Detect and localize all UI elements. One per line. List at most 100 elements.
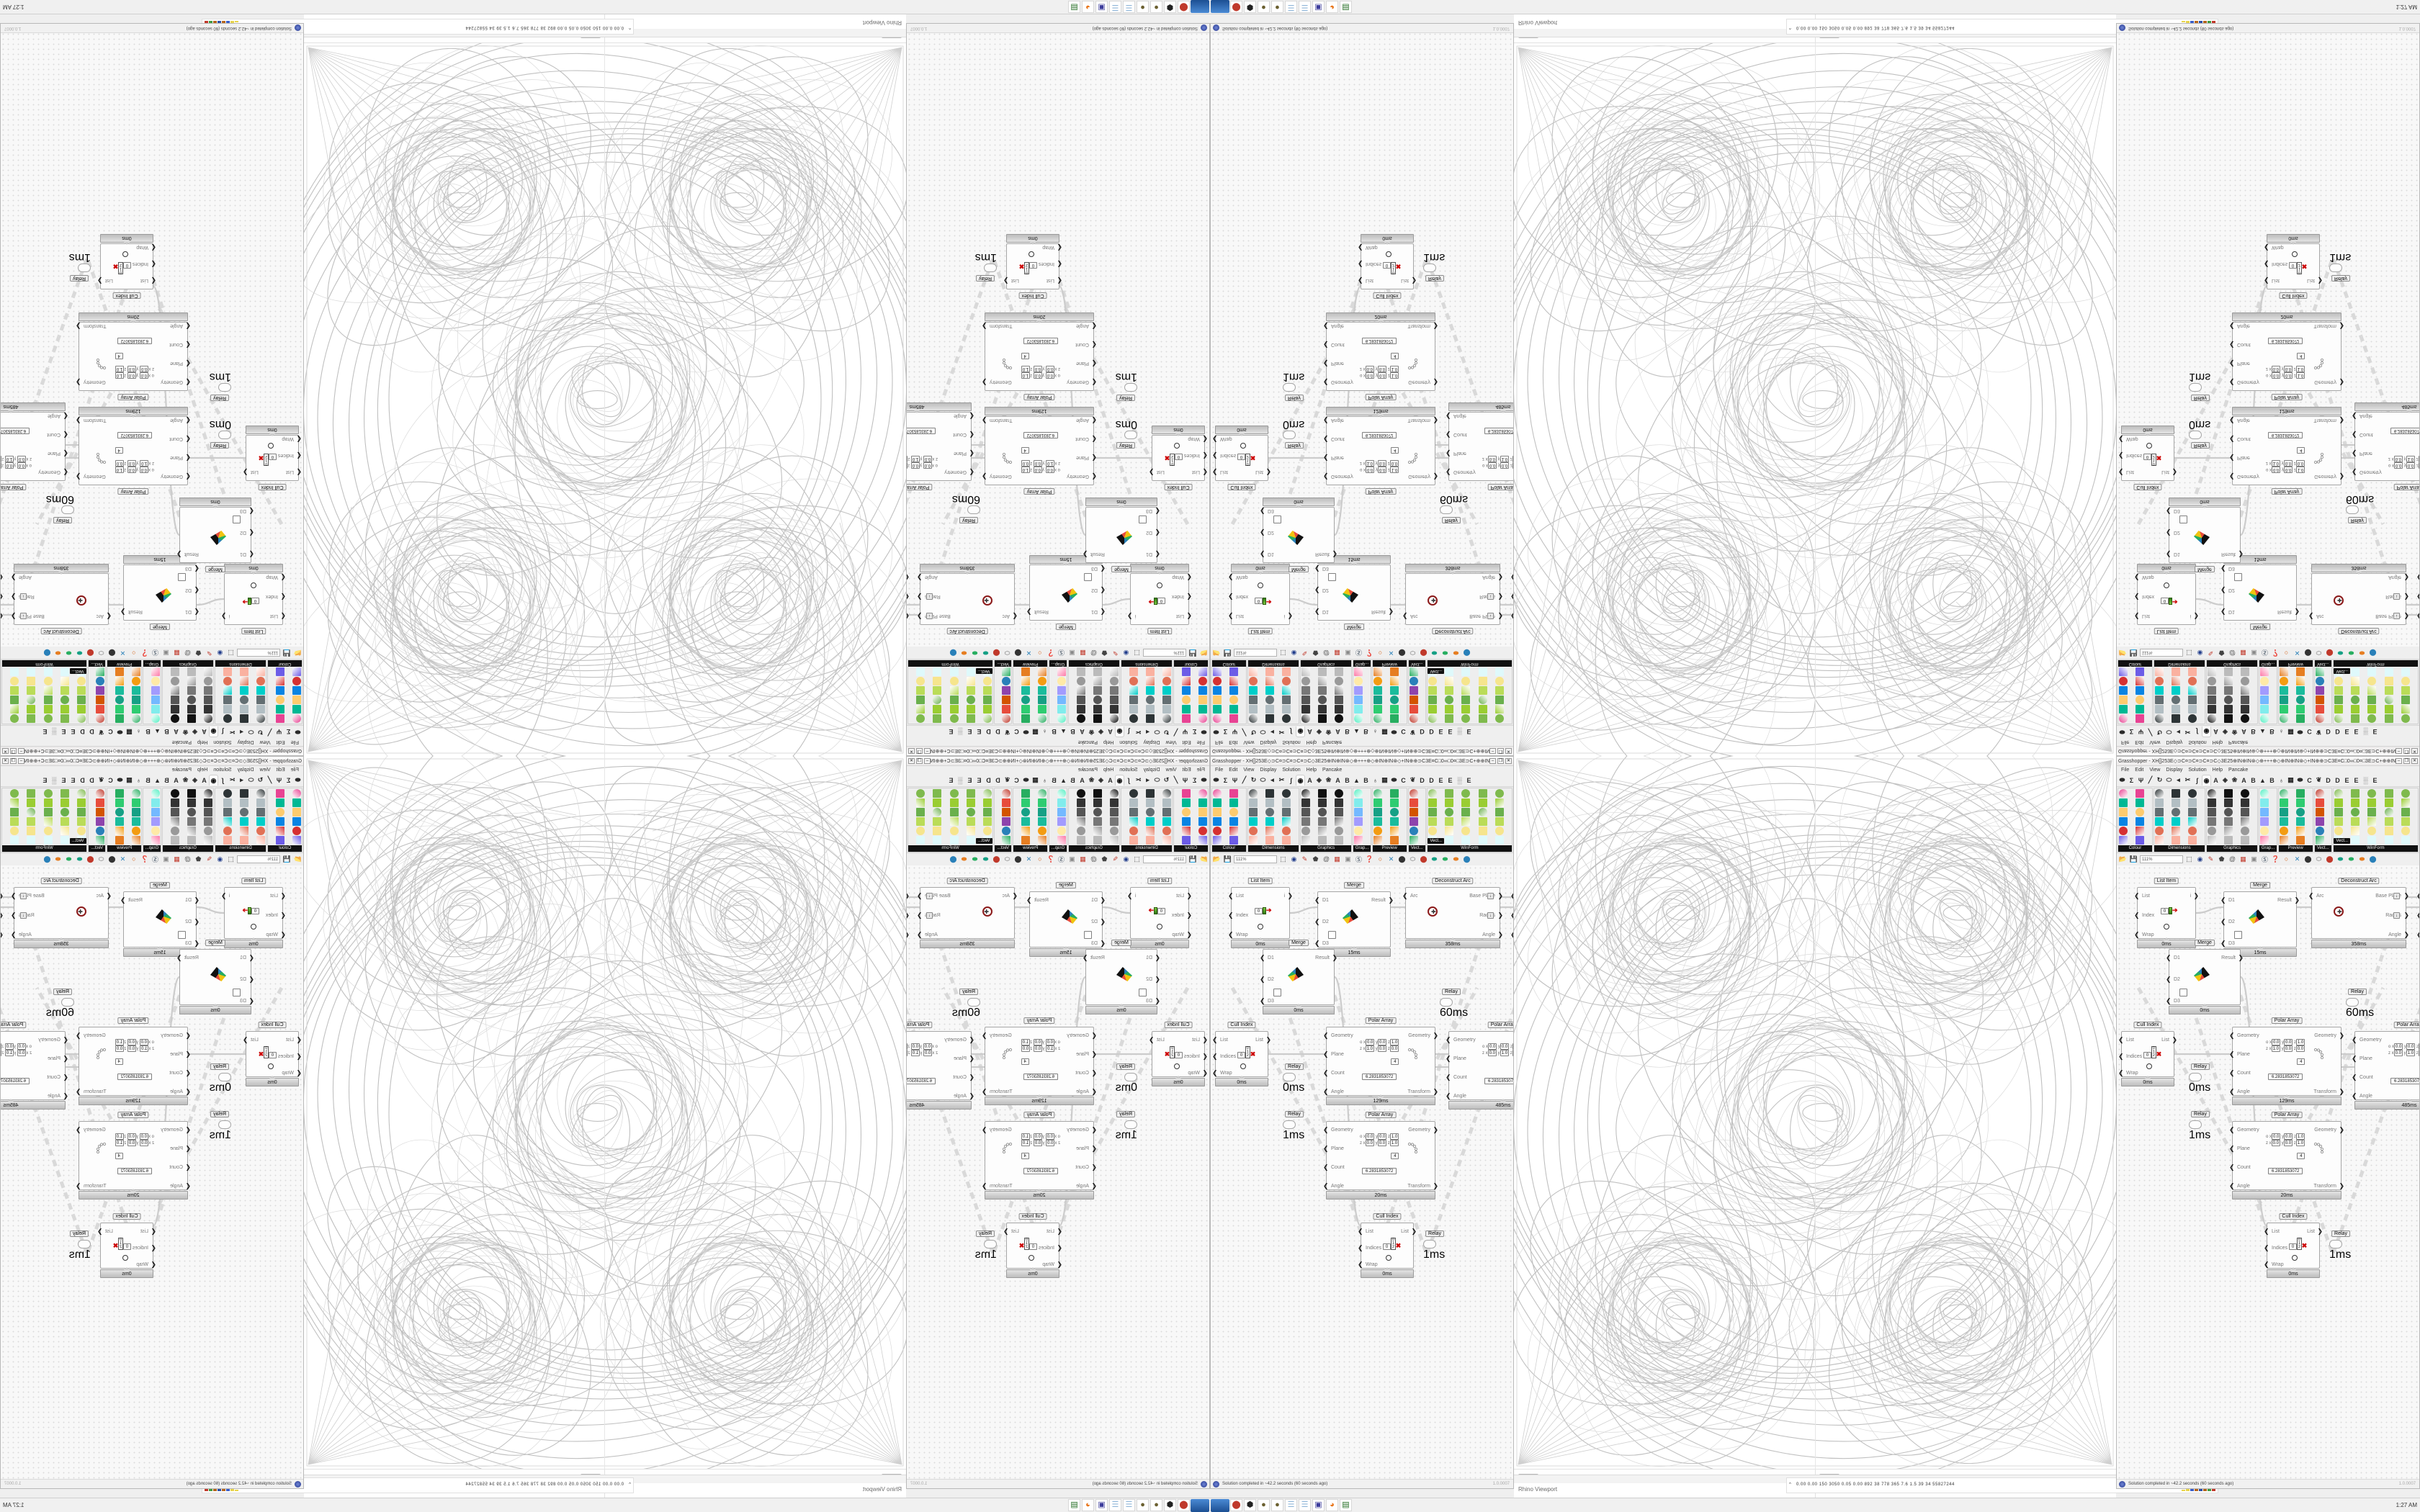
gh-output-pin-result[interactable]: Result — [128, 898, 143, 903]
gh-ribbon-group-vect-[interactable]: Vect... — [88, 788, 107, 852]
gh-component-icon[interactable] — [77, 808, 86, 816]
gh-component-icon[interactable] — [256, 714, 266, 723]
gh-output-pin-transform[interactable]: Transform — [2313, 1184, 2336, 1189]
plane-z-x-input[interactable]: 0.0 — [2393, 456, 2403, 462]
gh-component-icon[interactable] — [1229, 836, 1238, 845]
gh-input-pin-arc[interactable]: Arc — [2316, 894, 2324, 899]
gh-pin-grip-icon[interactable]: ❯ — [1497, 931, 1503, 938]
gh-category-tab-24[interactable]: E — [977, 776, 982, 784]
plane-z-x-input[interactable]: 0.0 — [139, 366, 149, 372]
plane-z-y-input[interactable]: 0.0 — [1377, 460, 1387, 467]
gh-node-body[interactable]: Geometry❮Plane❮Count❮Angle❮Geometry❯Tran… — [982, 1121, 1097, 1190]
gh-category-tab-0[interactable]: ⬬ — [1201, 729, 1207, 736]
gh-pin-grip-icon[interactable]: ❮ — [2118, 469, 2124, 476]
gh-category-tab-15[interactable]: ▲ — [2259, 776, 2266, 784]
plane-o-z-input[interactable]: 1.0 — [1512, 1043, 1513, 1050]
grasshopper-window-left[interactable]: Grasshopper - XH[]253E◇⊃C¤⊃C¤⊃C¤⊃C◇3E25⊕… — [1210, 23, 1514, 756]
gh-pin-grip-icon[interactable]: ❮ — [2352, 1092, 2357, 1099]
plane-o-x-input[interactable]: 0.0 — [2272, 1133, 2281, 1140]
gh-component-icon[interactable] — [1494, 789, 1504, 798]
gh-component-icon[interactable] — [1076, 817, 1085, 826]
gh-input-pin-wrap[interactable]: Wrap — [1220, 436, 1232, 441]
gh-category-tab-2[interactable]: Ψ — [2138, 728, 2144, 736]
gh-pin-grip-icon[interactable]: ❯ — [2339, 1088, 2344, 1095]
count-input[interactable]: 4 — [115, 446, 123, 454]
gh-component-icon[interactable] — [1109, 827, 1119, 835]
gh-pin-grip-icon[interactable]: ❯ — [1497, 613, 1503, 620]
gh-canvas-toolbar[interactable]: 📂 💾 111% ⬚ ◉ ✎ ⬟ @ ▦ ▣ Ⓢ ❓ ○ ✕ ⬤ ⬭ ⬤ ⬬ ⬬ ⬬ ⬤ — [907, 852, 1209, 865]
gh-category-tab-6[interactable]: ◂ — [1270, 776, 1274, 783]
gh-component-icon[interactable] — [916, 808, 926, 816]
gh-node-body[interactable]: List❮Index❮Wrap❮i❯0➔ — [2134, 887, 2199, 939]
gh-input-pin-plane[interactable]: Plane — [48, 451, 60, 456]
gh-component-icon[interactable] — [1109, 677, 1119, 685]
gh-toolbar-icon-3[interactable]: ⬟ — [1312, 649, 1319, 657]
gh-pin-grip-icon[interactable]: ❯ — [11, 931, 17, 938]
gh-relay-dot[interactable] — [218, 383, 231, 392]
gh-component-icon[interactable] — [223, 789, 233, 798]
gh-component-icon[interactable] — [2154, 808, 2164, 816]
gh-output-pin-transform[interactable]: Transform — [1407, 323, 1430, 328]
gh-component-icon[interactable] — [1428, 817, 1437, 826]
gh-component-icon[interactable] — [170, 836, 179, 845]
gh-canvas-toolbar-2[interactable]: 📂 💾 111% ⬚ ◉ ✎ ⬟ @ ▦ ▣ Ⓢ ❓ ○ ✕ ⬤ ⬭ ⬤ ⬬ ⬬ ⬬ ⬤ — [1, 852, 303, 865]
gh-category-tab-6[interactable]: ◂ — [1270, 729, 1274, 736]
gh-component-icon[interactable] — [115, 686, 125, 695]
gh-component-icon[interactable] — [151, 827, 160, 835]
gh-toolbar-icon-5[interactable]: ▦ — [1080, 855, 1086, 863]
gh-toolbar-icon-7[interactable]: Ⓢ — [1355, 855, 1362, 863]
gh-component-icon[interactable] — [1146, 714, 1155, 723]
gh-component-icon[interactable] — [2315, 686, 2324, 695]
gh-component-icon[interactable] — [1478, 705, 1487, 714]
gh-input-pin-d3[interactable]: D3 — [1146, 999, 1152, 1004]
gh-ribbon-group-vect-[interactable]: Vect... — [994, 788, 1013, 852]
gh-component-icon[interactable] — [2171, 677, 2180, 685]
count-input[interactable]: 4 — [1391, 446, 1399, 454]
plane-z-z-input[interactable]: 0.0 — [115, 1045, 125, 1052]
gh-node-body[interactable]: D1 ❮ D2 ❮ D3 ❮ Result ❯ — [120, 891, 200, 948]
gh-component-icon[interactable] — [1301, 817, 1311, 826]
gh-output-pin-result[interactable]: Result — [1371, 898, 1386, 903]
gh-component-icon[interactable] — [1445, 696, 1454, 704]
gh-component-icon[interactable] — [2187, 696, 2197, 704]
gh-category-tab-6[interactable]: ◂ — [2177, 776, 2180, 783]
gh-component-icon[interactable] — [1281, 798, 1291, 807]
gh-toolbar-icon-4[interactable]: @ — [184, 649, 192, 657]
quadrant-top-right[interactable]: Rhinoceros 7 Commercial - kaleidoscope_r… — [1210, 0, 2420, 756]
gh-node-body[interactable]: Geometry❮Plane❮Count❮Angle❮Geometry❯Tran… — [1446, 412, 1513, 481]
gh-input-pin-angle[interactable]: Angle — [1076, 418, 1089, 423]
gh-component-icon[interactable] — [2260, 798, 2269, 807]
gh-input-pin-wrap[interactable]: Wrap — [1236, 932, 1248, 937]
gh-component-icon[interactable] — [916, 789, 926, 798]
gh-component-icon[interactable] — [256, 677, 266, 685]
gh-component-icon[interactable] — [949, 789, 959, 798]
gh-toolbar-icon-14[interactable]: ⬬ — [76, 855, 83, 863]
gh-toolbar-icon-13[interactable]: ⬤ — [86, 649, 94, 657]
gh-component-icon[interactable] — [132, 677, 141, 685]
wrap-toggle[interactable] — [1386, 1255, 1392, 1261]
gh-component-icon[interactable] — [1373, 667, 1382, 676]
gh-component-icon[interactable] — [1129, 686, 1139, 695]
gh-component-icon[interactable] — [1038, 789, 1047, 798]
gh-component-icon[interactable] — [2315, 836, 2324, 845]
gh-node-body[interactable]: D1 ❮ D2 ❮ D3 ❮ Result ❯ — [1026, 564, 1106, 621]
gh-component-icon[interactable] — [1373, 705, 1382, 714]
gh-pin-grip-icon[interactable]: ❯ — [1003, 277, 1009, 284]
plane-o-x-input[interactable]: 0.0 — [1366, 1039, 1375, 1045]
gh-pin-grip-icon[interactable]: ❯ — [1287, 892, 1293, 899]
gh-component-icon[interactable] — [2241, 686, 2250, 695]
gh-category-tab-20[interactable]: C — [108, 776, 113, 784]
gh-component-icon[interactable] — [1038, 677, 1047, 685]
gh-pin-grip-icon[interactable]: ❮ — [2229, 1164, 2235, 1171]
gh-category-tab-6[interactable]: ◂ — [2177, 729, 2180, 736]
gh-node-name[interactable]: Polar Array — [1023, 394, 1055, 400]
gh-toolbar-icon-6[interactable]: ▣ — [1345, 649, 1351, 657]
gh-pin-grip-icon[interactable]: ❮ — [2220, 565, 2226, 572]
gh-pin-grip-icon[interactable]: ❯ — [2294, 608, 2300, 616]
gh-pin-grip-icon[interactable]: ❯ — [76, 1126, 81, 1133]
gh-component-icon[interactable] — [1038, 836, 1047, 845]
gh-node-polar-array[interactable]: Polar ArrayGeometry❮Plane❮Count❮Angle❮Ge… — [2352, 1022, 2419, 1110]
gh-component-icon[interactable] — [2384, 798, 2393, 807]
